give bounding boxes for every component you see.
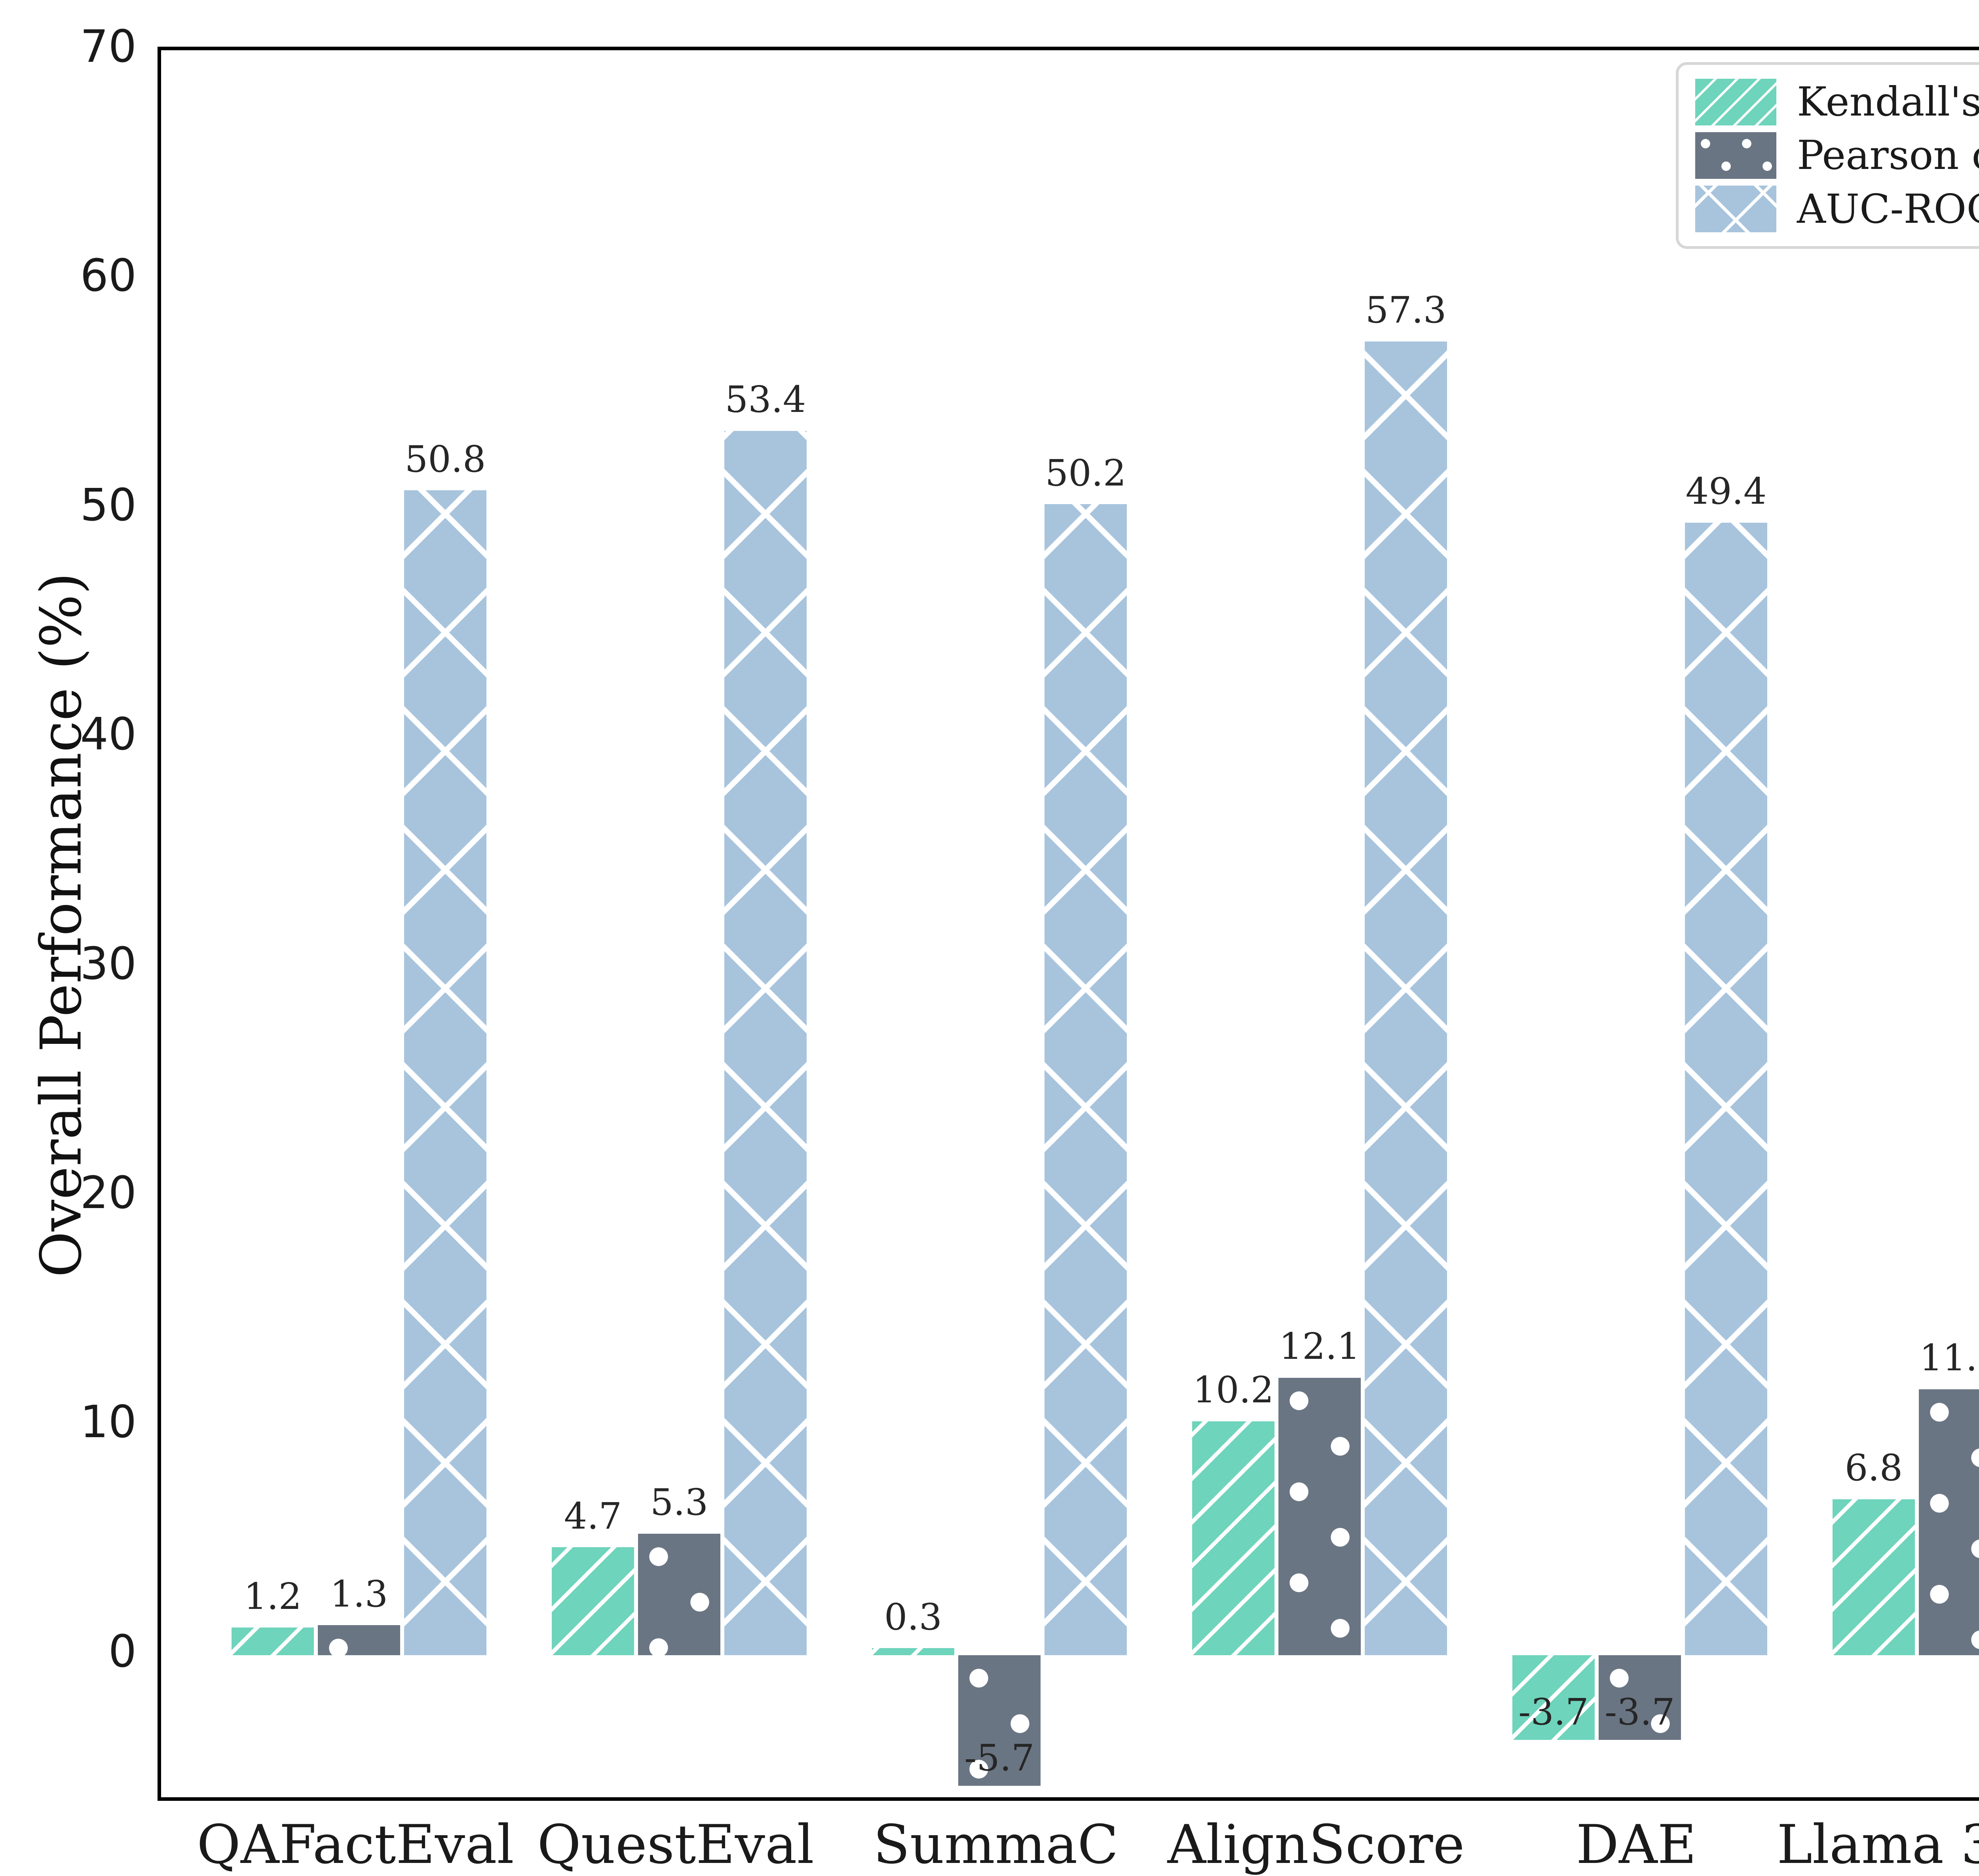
x-tick-label: AlignScore — [1167, 1813, 1465, 1876]
bar-pearson-Llama 3.1 8B — [1919, 1389, 1979, 1655]
bar-value-label: 1.2 — [243, 1575, 302, 1618]
auc-swatch-icon — [1695, 186, 1776, 233]
y-tick-label: 0 — [108, 1626, 137, 1677]
y-tick-label: 70 — [80, 21, 137, 72]
legend-label: Kendall's Tau correlation coefficients — [1797, 78, 1979, 125]
x-tick-label: QAFactEval — [197, 1813, 514, 1876]
bar-value-label: 4.7 — [564, 1495, 622, 1537]
legend: Kendall's Tau correlation coefficients P… — [1676, 62, 1979, 249]
legend-label: Pearson correlation coefficients — [1797, 132, 1979, 179]
bar-kendall-DAE — [1512, 1655, 1595, 1740]
bar-auc-AlignScore — [1365, 341, 1447, 1655]
x-tick-label: Llama 3.1 8B — [1777, 1813, 1979, 1876]
bar-value-label: 0.3 — [884, 1595, 942, 1638]
x-tick-label: SummaC — [873, 1813, 1119, 1876]
legend-item-kendall: Kendall's Tau correlation coefficients — [1695, 78, 1979, 125]
bar-value-label: 57.3 — [1365, 289, 1447, 332]
y-tick-label: 60 — [80, 250, 137, 302]
kendall-swatch-icon — [1695, 78, 1776, 125]
y-tick-label: 10 — [80, 1396, 137, 1448]
bar-value-label: -3.7 — [1518, 1691, 1589, 1734]
bar-value-label: -3.7 — [1605, 1691, 1675, 1734]
bar-kendall-Llama 3.1 8B — [1833, 1499, 1915, 1655]
bar-auc-SummaC — [1045, 504, 1127, 1655]
bar-value-label: 11.6 — [1919, 1337, 1979, 1379]
bar-value-label: 49.4 — [1685, 470, 1767, 512]
y-tick-label: 20 — [80, 1167, 137, 1219]
bar-pearson-QuestEval — [638, 1533, 720, 1655]
bar-auc-QuestEval — [724, 431, 807, 1655]
bar-value-label: 53.4 — [725, 378, 806, 421]
legend-item-pearson: Pearson correlation coefficients — [1695, 132, 1979, 179]
bar-auc-QAFactEval — [404, 490, 486, 1655]
bar-pearson-QAFactEval — [318, 1625, 400, 1655]
bar-value-label: 50.8 — [405, 438, 486, 480]
bar-kendall-QAFactEval — [232, 1628, 314, 1655]
bar-kendall-SummaC — [872, 1648, 954, 1655]
plot-area: 1.2 1.3 50.8 4.7 5.3 53.4 0.3 -5.7 50.2 10.2 12.1 5… — [158, 47, 1979, 1801]
bar-value-label: 50.2 — [1045, 451, 1126, 494]
x-tick-label: DAE — [1576, 1813, 1697, 1876]
bar-pearson-SummaC — [958, 1655, 1041, 1786]
legend-label: AUC-ROC — [1797, 185, 1979, 232]
bar-pearson-AlignScore — [1278, 1377, 1361, 1655]
bar-kendall-AlignScore — [1192, 1421, 1274, 1655]
bar-value-label: -5.7 — [964, 1737, 1035, 1779]
bar-auc-DAE — [1685, 522, 1767, 1655]
bar-value-label: 1.3 — [330, 1573, 388, 1615]
bar-value-label: 10.2 — [1193, 1369, 1274, 1411]
bar-pearson-DAE — [1599, 1655, 1681, 1740]
x-tick-label: QuestEval — [537, 1813, 814, 1876]
pearson-swatch-icon — [1695, 132, 1776, 179]
legend-item-auc: AUC-ROC — [1695, 185, 1979, 233]
bar-value-label: 5.3 — [650, 1481, 708, 1524]
bar-value-label: 12.1 — [1279, 1325, 1360, 1368]
y-tick-label: 30 — [80, 938, 137, 990]
y-tick-label: 40 — [80, 709, 137, 761]
bar-value-label: 6.8 — [1844, 1447, 1903, 1489]
bar-kendall-QuestEval — [552, 1547, 634, 1655]
y-tick-label: 50 — [80, 479, 137, 531]
